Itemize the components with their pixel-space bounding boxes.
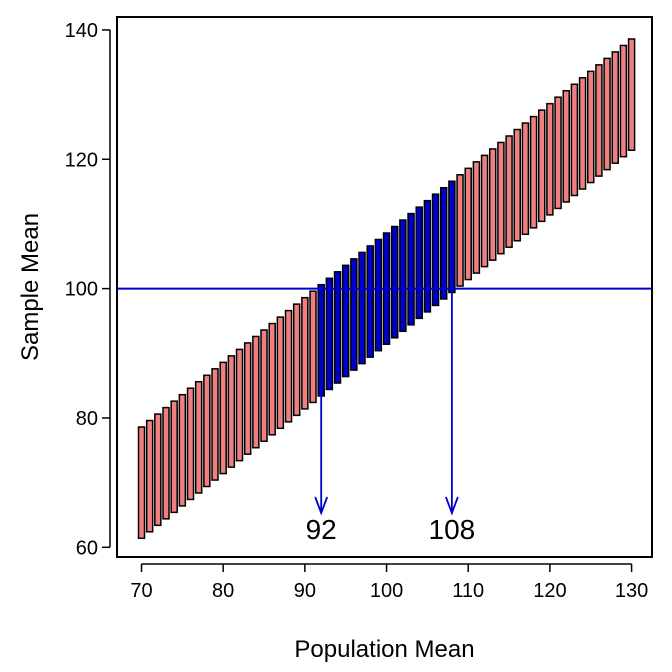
interval-bar — [178, 393, 187, 507]
interval-bar — [309, 290, 317, 404]
x-tick-label: 120 — [533, 580, 566, 602]
interval-bar — [537, 109, 546, 223]
interval-bar — [619, 44, 628, 158]
interval-bar — [529, 115, 538, 229]
interval-bar — [415, 206, 423, 320]
interval-bar — [627, 38, 636, 151]
x-axis-title: Population Mean — [294, 636, 474, 663]
x-tick-label: 70 — [130, 580, 152, 602]
interval-bar — [431, 193, 440, 307]
interval-bar — [203, 374, 211, 488]
interval-bar — [546, 102, 554, 216]
y-axis-title: Sample Mean — [17, 213, 44, 361]
y-tick-label: 60 — [76, 537, 98, 559]
interval-bar — [505, 135, 513, 248]
interval-bar — [170, 400, 178, 514]
interval-bar — [488, 148, 497, 261]
arrow-head — [314, 496, 329, 516]
interval-bar — [480, 154, 489, 268]
interval-bar — [456, 174, 464, 287]
interval-bar — [611, 51, 619, 164]
x-tick-label: 80 — [212, 580, 234, 602]
interval-bar — [325, 277, 334, 391]
interval-bar — [562, 89, 570, 203]
interval-bar — [358, 251, 366, 365]
interval-bar — [194, 380, 203, 494]
y-tick-label: 80 — [76, 408, 98, 430]
interval-bar — [219, 361, 227, 475]
plot-frame — [116, 16, 653, 558]
interval-bar — [137, 426, 146, 539]
x-tick-label: 110 — [452, 580, 484, 602]
interval-bar — [407, 212, 415, 326]
interval-bar — [186, 387, 195, 501]
interval-bar — [439, 186, 448, 300]
interval-bar — [227, 355, 236, 468]
arrow-head — [445, 496, 459, 516]
y-tick-label: 140 — [65, 20, 98, 42]
interval-bar — [350, 258, 358, 371]
interval-bar — [341, 264, 350, 378]
interval-bar — [260, 329, 268, 442]
y-axis: 60 80 100 120 140 — [65, 20, 111, 559]
interval-bar — [374, 238, 383, 352]
interval-bar — [366, 245, 374, 358]
interval-bar — [586, 70, 595, 184]
interval-bar — [252, 335, 260, 449]
interval-bar — [595, 64, 603, 177]
interval-bar — [513, 128, 521, 242]
annotation-arrows: 92 108 — [306, 288, 476, 545]
interval-bar — [243, 342, 252, 455]
interval-bar — [284, 309, 293, 423]
x-tick-label: 130 — [615, 580, 648, 602]
annotation-label: 108 — [429, 514, 476, 545]
interval-bar — [268, 322, 276, 436]
x-axis: 70 80 90 100 110 120 130 — [130, 563, 648, 602]
interval-bar — [276, 316, 285, 430]
interval-bar — [292, 303, 301, 417]
interval-bar — [423, 199, 432, 313]
interval-bar — [162, 406, 170, 520]
interval-bar — [521, 122, 530, 236]
y-tick-label: 120 — [65, 149, 98, 171]
y-tick-label: 100 — [65, 279, 98, 301]
interval-bar — [154, 413, 162, 527]
x-tick-label: 100 — [370, 580, 403, 602]
interval-bar — [603, 57, 611, 171]
interval-bar — [570, 83, 579, 197]
interval-bar — [211, 368, 219, 481]
x-tick-label: 90 — [294, 580, 316, 602]
interval-bar — [497, 141, 505, 255]
interval-bar — [464, 167, 472, 281]
interval-bar — [399, 219, 407, 333]
annotation-label: 92 — [306, 514, 337, 545]
interval-bar — [390, 225, 399, 339]
interval-bar — [301, 296, 309, 410]
interval-bar — [554, 96, 562, 210]
interval-bar — [235, 348, 244, 462]
interval-bar — [472, 161, 481, 274]
interval-bar — [145, 419, 154, 533]
interval-bars — [137, 38, 636, 539]
interval-bar — [578, 77, 587, 190]
interval-bar — [448, 180, 456, 294]
interval-bar — [333, 271, 342, 384]
